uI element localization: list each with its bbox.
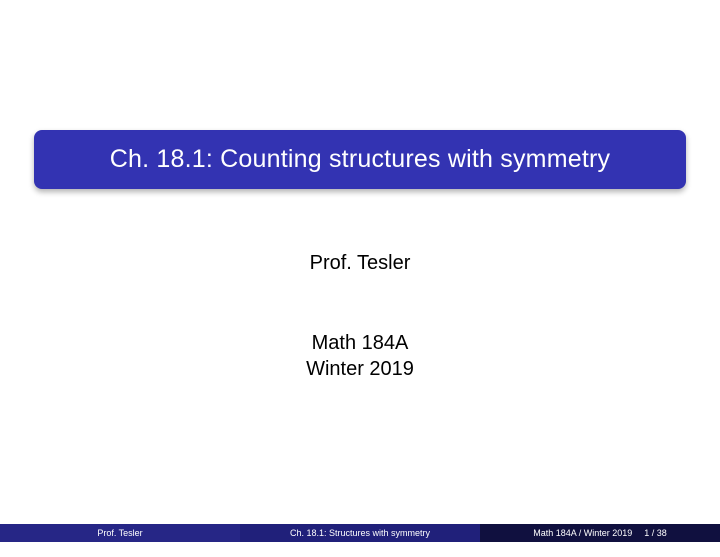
author-line: Prof. Tesler (0, 252, 720, 275)
footer-right: Math 184A / Winter 2019 1 / 38 (480, 524, 720, 542)
course-line: Math 184A (0, 332, 720, 355)
footer-page-number: 1 / 38 (644, 528, 667, 538)
title-box: Ch. 18.1: Counting structures with symme… (34, 130, 686, 189)
slide: Ch. 18.1: Counting structures with symme… (0, 0, 720, 557)
footer-bar: Prof. Tesler Ch. 18.1: Structures with s… (0, 524, 720, 542)
footer-left-text: Prof. Tesler (97, 528, 142, 538)
footer-center-text: Ch. 18.1: Structures with symmetry (290, 528, 430, 538)
footer-left: Prof. Tesler (0, 524, 240, 542)
slide-title: Ch. 18.1: Counting structures with symme… (54, 145, 666, 174)
footer-right-text: Math 184A / Winter 2019 (533, 528, 632, 538)
footer-center: Ch. 18.1: Structures with symmetry (240, 524, 480, 542)
term-line: Winter 2019 (0, 358, 720, 381)
